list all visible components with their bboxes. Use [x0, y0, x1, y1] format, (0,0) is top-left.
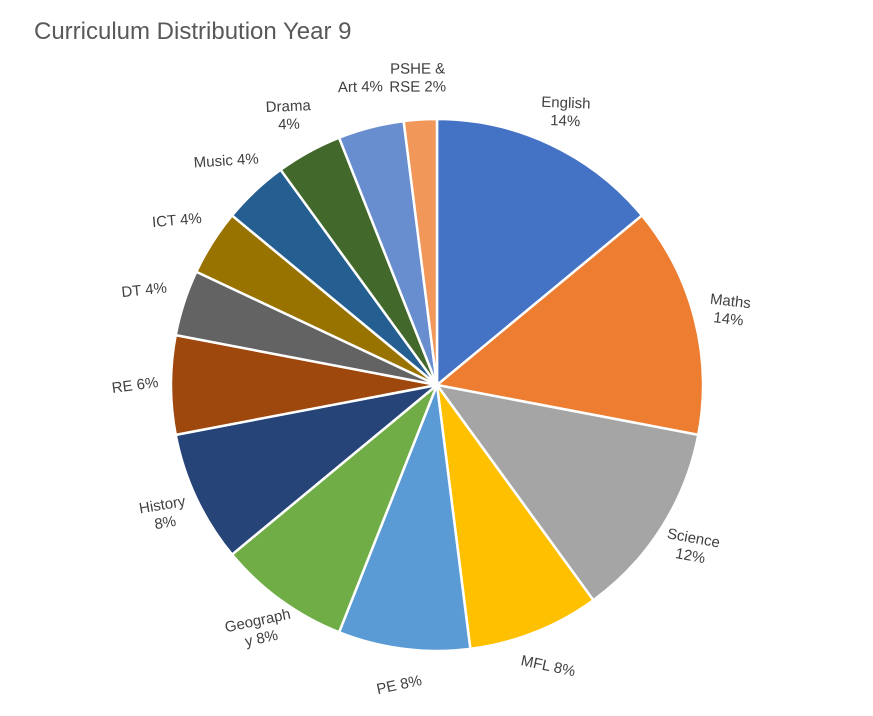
- label-line: 8%: [153, 513, 177, 533]
- label-re: RE 6%: [111, 374, 160, 397]
- label-english: English14%: [540, 94, 590, 131]
- label-line: Drama: [265, 97, 311, 116]
- label-line: ICT 4%: [151, 210, 202, 231]
- label-line: Art 4%: [338, 78, 383, 96]
- label-line: y 8%: [243, 627, 279, 651]
- slice-maths: [435, 214, 705, 437]
- label-history: History8%: [138, 493, 190, 535]
- label-line: 14%: [550, 112, 581, 130]
- label-line: 4%: [278, 116, 300, 134]
- slice-geography: [230, 383, 439, 634]
- label-science: Science12%: [663, 525, 722, 569]
- label-line: PE 8%: [375, 672, 423, 698]
- slice-science: [435, 383, 700, 602]
- slice-history: [174, 383, 439, 556]
- slice-pshe-rse: [402, 117, 439, 387]
- label-pe: PE 8%: [375, 672, 423, 698]
- label-drama: Drama4%: [265, 97, 312, 134]
- label-line: History: [138, 493, 187, 518]
- chart-title: Curriculum Distribution Year 9: [34, 18, 352, 45]
- label-line: DT 4%: [121, 279, 168, 301]
- slice-mfl: [435, 383, 595, 651]
- label-pshe-rse: PSHE & RSE 2%: [389, 60, 446, 95]
- pie-slices: [169, 117, 705, 653]
- label-mfl: MFL 8%: [519, 652, 577, 680]
- label-geography: Geography 8%: [223, 606, 296, 654]
- label-music: Music 4%: [193, 150, 259, 171]
- label-ict: ICT 4%: [151, 210, 202, 231]
- label-art: Art 4%: [338, 78, 383, 96]
- label-line: MFL 8%: [519, 652, 577, 680]
- slice-pe: [337, 383, 472, 653]
- slice-english: [435, 117, 644, 387]
- label-line: 12%: [674, 545, 707, 567]
- label-line: Music 4%: [193, 150, 259, 171]
- label-line: Maths: [709, 291, 751, 312]
- label-dt: DT 4%: [121, 279, 168, 301]
- label-line: PSHE &: [390, 60, 445, 77]
- label-line: 14%: [713, 309, 745, 329]
- label-line: RSE 2%: [389, 78, 446, 95]
- label-line: English: [541, 94, 591, 113]
- label-maths: Maths14%: [707, 291, 751, 330]
- label-line: RE 6%: [111, 374, 160, 397]
